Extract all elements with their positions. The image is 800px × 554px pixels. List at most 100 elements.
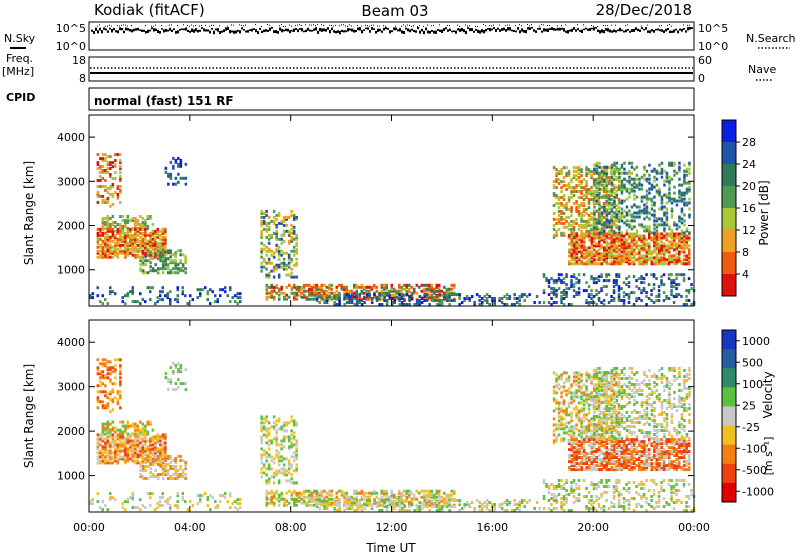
velocity-echo-cell [111, 390, 115, 394]
power-echo-cell [605, 203, 609, 207]
velocity-echo-cell [293, 489, 296, 493]
power-echo-cell [593, 244, 596, 248]
power-echo-cell [578, 246, 581, 250]
power-echo-cell [572, 229, 576, 233]
power-echo-cell [663, 229, 666, 233]
power-echo-cell [572, 188, 576, 191]
power-echo-cell [283, 295, 286, 299]
velocity-echo-cell [295, 463, 298, 467]
velocity-echo-cell [109, 445, 112, 449]
velocity-echo-cell [303, 495, 306, 499]
power-echo-cell [603, 167, 606, 171]
power-echo-cell [410, 293, 414, 297]
power-echo-cell [129, 290, 132, 294]
power-echo-cell [99, 194, 102, 198]
power-echo-cell [615, 213, 619, 217]
power-echo-cell [613, 260, 616, 264]
power-echo-cell [597, 279, 601, 283]
velocity-echo-cell [124, 500, 127, 504]
power-echo-cell [685, 167, 689, 171]
power-echo-cell [565, 188, 568, 191]
power-echo-cell [136, 229, 140, 233]
power-echo-cell [278, 293, 281, 297]
power-echo-cell [623, 185, 626, 189]
power-echo-cell [635, 215, 639, 219]
velocity-echo-cell [315, 497, 318, 501]
velocity-echo-cell [119, 437, 122, 441]
power-echo-cell [277, 275, 281, 279]
velocity-echo-cell [119, 396, 122, 400]
power-echo-cell [658, 262, 661, 266]
velocity-echo-cell [275, 443, 278, 447]
velocity-echo-cell [557, 415, 561, 419]
power-echo-cell [628, 191, 631, 195]
velocity-echo-cell [478, 505, 481, 508]
power-echo-cell [590, 293, 593, 297]
power-echo-cell [648, 187, 651, 191]
power-echo-cell [593, 205, 596, 209]
power-echo-cell [177, 162, 180, 166]
velocity-echo-cell [585, 427, 588, 431]
velocity-echo-cell [211, 496, 214, 500]
velocity-echo-cell [403, 505, 406, 508]
power-echo-cell [673, 248, 676, 252]
power-echo-cell [640, 244, 643, 248]
velocity-echo-cell [418, 501, 421, 504]
power-echo-cell [572, 273, 576, 277]
velocity-echo-cell [303, 499, 306, 503]
velocity-echo-cell [106, 451, 110, 455]
velocity-echo-cell [101, 453, 105, 457]
power-echo-cell [101, 251, 105, 255]
power-echo-cell [161, 286, 164, 290]
power-echo-cell [159, 247, 162, 251]
power-echo-cell [111, 249, 115, 253]
power-echo-cell [662, 283, 666, 287]
velocity-echo-cell [277, 481, 281, 485]
power-echo-cell [161, 229, 165, 233]
velocity-echo-cell [580, 397, 583, 401]
power-echo-cell [111, 185, 115, 188]
velocity-echo-cell [570, 395, 573, 399]
power-echo-cell [582, 204, 586, 207]
power-echo-cell [562, 166, 566, 170]
velocity-echo-cell [141, 459, 145, 463]
velocity-echo-cell [577, 419, 581, 423]
power-echo-cell [625, 171, 629, 175]
power-echo-cell [578, 242, 581, 246]
power-echo-cell [106, 255, 110, 259]
power-echo-cell [618, 260, 621, 264]
power-echo-cell [290, 223, 293, 227]
power-echo-cell [605, 209, 609, 213]
velocity-echo-cell [398, 509, 401, 512]
velocity-echo-cell [139, 455, 142, 459]
power-echo-cell [675, 234, 678, 238]
velocity-echo-cell [580, 423, 583, 427]
power-echo-cell [293, 295, 296, 299]
power-echo-cell [111, 290, 114, 294]
velocity-echo-cell [166, 463, 170, 466]
power-echo-cell [623, 252, 626, 256]
power-echo-cell [290, 237, 293, 241]
velocity-echo-cell [438, 493, 441, 497]
velocity-echo-cell [139, 453, 142, 457]
power-echo-cell [605, 250, 608, 254]
power-echo-cell [111, 255, 115, 259]
velocity-echo-cell [134, 447, 137, 451]
power-echo-cell [408, 283, 411, 287]
velocity-echo-cell [169, 477, 172, 480]
power-echo-cell [141, 269, 145, 273]
velocity-echo-cell [131, 424, 135, 428]
velocity-echo-cell [106, 461, 110, 465]
power-echo-cell [174, 265, 177, 269]
power-echo-cell [144, 225, 147, 228]
power-echo-cell [580, 192, 583, 195]
power-echo-cell [109, 247, 112, 251]
power-echo-cell [633, 189, 636, 193]
power-echo-cell [627, 293, 631, 297]
power-echo-cell [465, 297, 469, 300]
velocity-echo-cell [562, 409, 566, 413]
power-echo-cell [318, 285, 321, 289]
velocity-echo-cell [106, 376, 110, 380]
velocity-echo-cell [415, 497, 418, 501]
velocity-echo-cell [164, 467, 167, 470]
